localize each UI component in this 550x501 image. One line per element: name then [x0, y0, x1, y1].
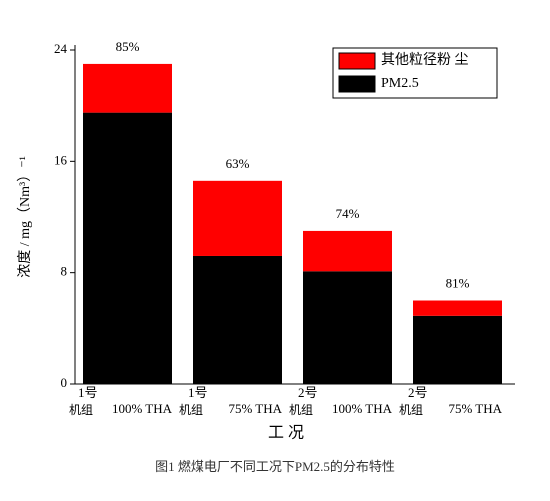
bar-segment: [193, 180, 282, 256]
y-tick-label: 16: [54, 152, 68, 167]
x-tick-label: 75% THA: [228, 401, 282, 416]
x-tick-label: 1号: [188, 385, 208, 400]
bar-segment: [413, 315, 502, 384]
share-label: 85%: [116, 39, 140, 54]
bar-segment: [83, 63, 172, 113]
bar-segment: [83, 112, 172, 384]
legend-swatch: [338, 52, 376, 70]
x-tick-label: 机组: [289, 403, 313, 417]
x-tick-label: 2号: [298, 385, 318, 400]
legend-label: PM2.5: [381, 76, 419, 91]
x-tick-label: 机组: [179, 403, 203, 417]
y-axis-label: 浓度 / mg（Nm³）⁻¹: [17, 156, 33, 278]
y-tick-label: 8: [61, 264, 68, 279]
x-tick-label: 2号: [408, 385, 428, 400]
share-label: 81%: [446, 275, 470, 290]
x-tick-label: 75% THA: [448, 401, 502, 416]
legend-swatch: [338, 75, 376, 93]
y-tick-label: 24: [54, 41, 68, 56]
x-tick-label: 1号: [78, 385, 98, 400]
y-tick-label: 0: [61, 375, 68, 390]
bar-segment: [303, 271, 392, 384]
x-axis-label: 工 况: [268, 425, 304, 442]
legend-label: 其他粒径粉 尘: [381, 52, 469, 68]
x-tick-label: 100% THA: [112, 401, 173, 416]
x-tick-label: 机组: [69, 403, 93, 417]
bar-segment: [413, 300, 502, 316]
x-tick-label: 机组: [399, 403, 423, 417]
bar-segment: [193, 255, 282, 384]
share-label: 74%: [336, 206, 360, 221]
bar-segment: [303, 230, 392, 272]
x-tick-label: 100% THA: [332, 401, 393, 416]
share-label: 63%: [226, 156, 250, 171]
caption: 图1 燃煤电厂不同工况下PM2.5的分布特性: [155, 459, 395, 474]
